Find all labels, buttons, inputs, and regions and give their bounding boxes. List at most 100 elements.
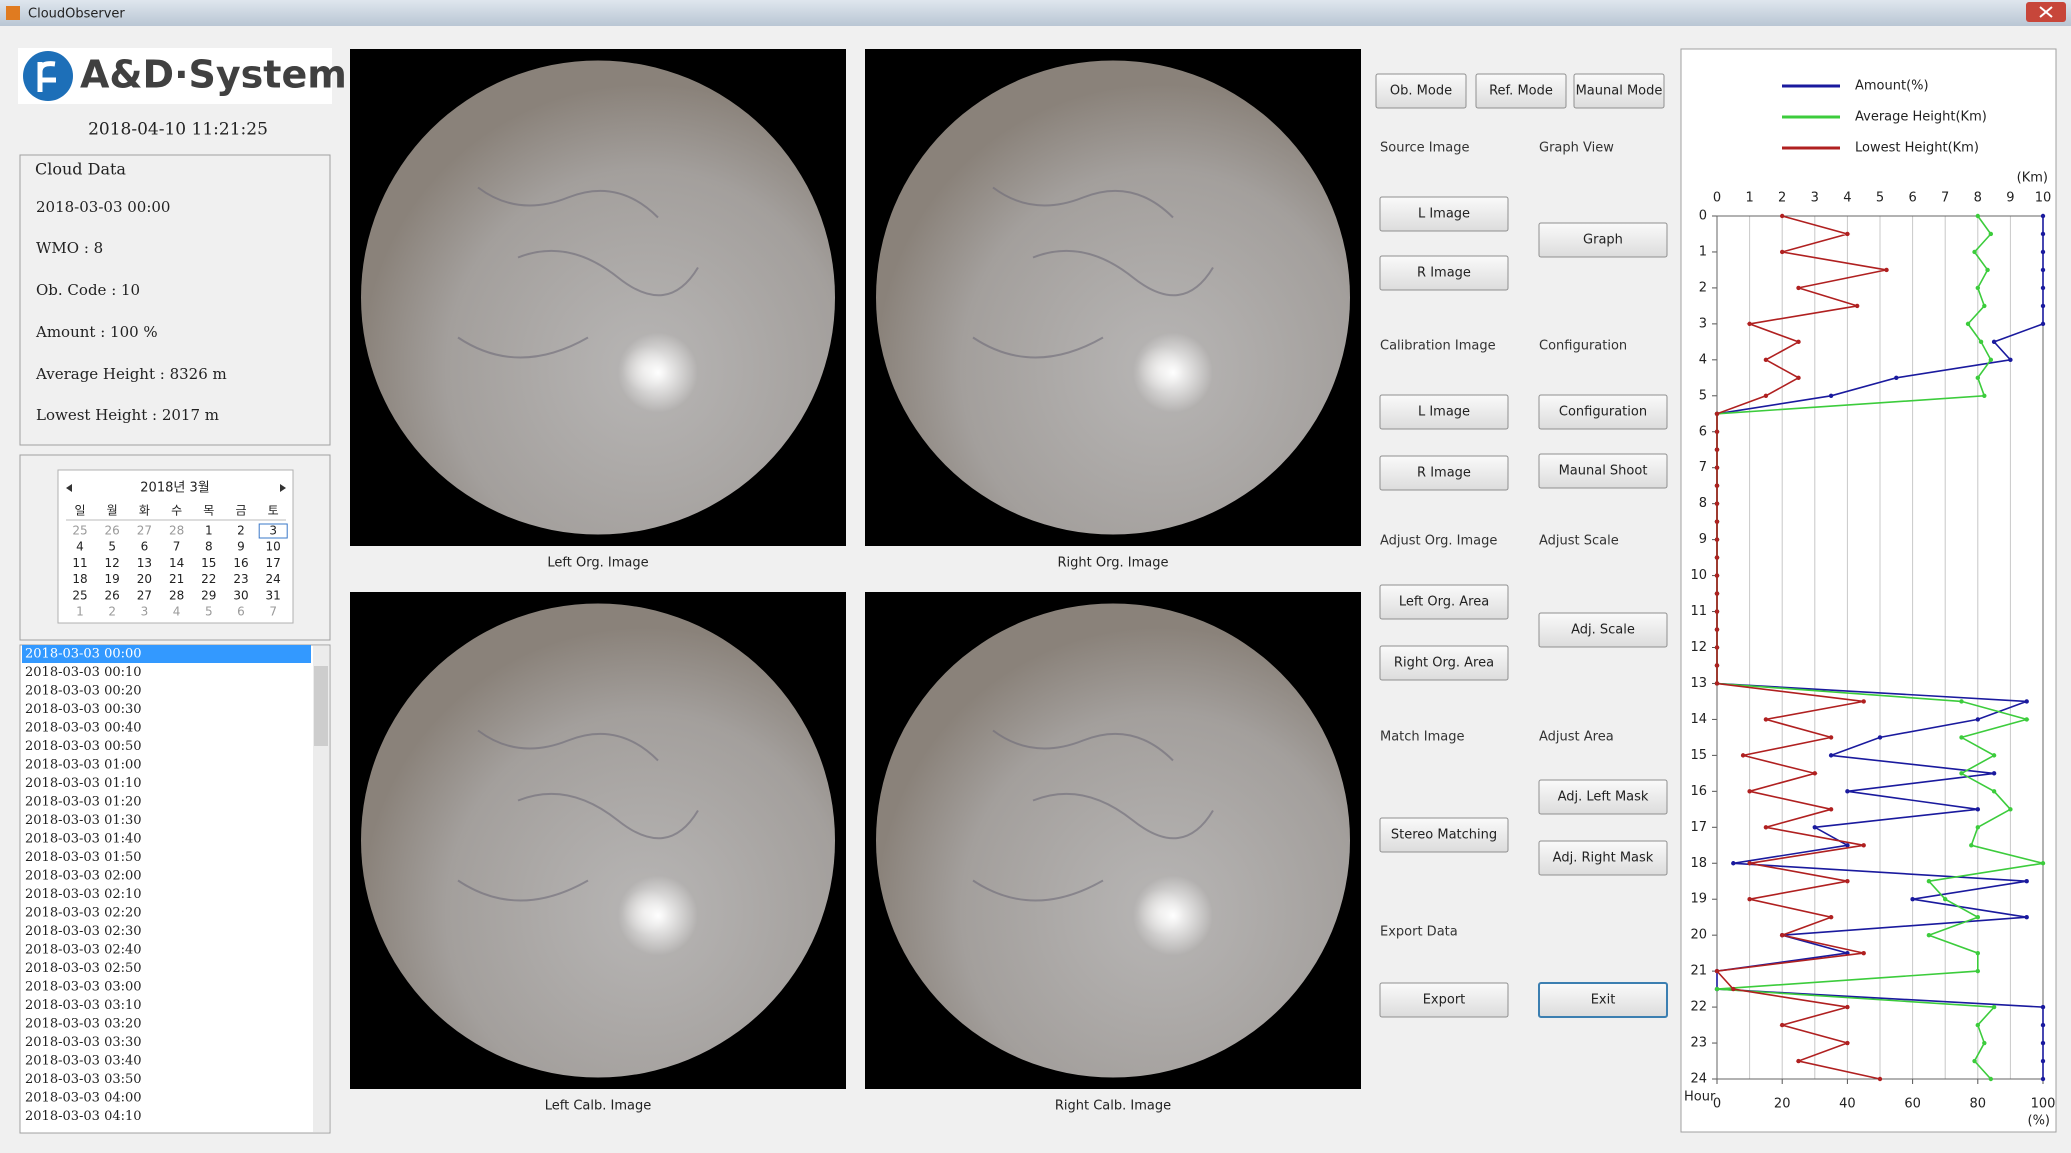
list-item[interactable]: 2018-03-03 02:10	[25, 887, 142, 902]
calendar-day[interactable]: 1	[76, 605, 84, 619]
series-point	[1991, 753, 1997, 758]
calendar-day[interactable]: 2	[237, 524, 245, 538]
button[interactable]	[1379, 196, 1509, 232]
calendar-day[interactable]: 1	[205, 524, 213, 538]
button[interactable]	[1475, 73, 1567, 109]
scrollbar[interactable]	[313, 646, 329, 1132]
calendar-day[interactable]: 12	[105, 556, 120, 570]
calendar-day[interactable]: 6	[141, 540, 149, 554]
calendar-day[interactable]: 19	[105, 572, 120, 586]
calendar-day[interactable]: 3	[269, 524, 277, 538]
list-item[interactable]: 2018-03-03 02:40	[25, 943, 142, 958]
calendar-day[interactable]: 5	[108, 540, 116, 554]
list-item[interactable]: 2018-03-03 01:30	[25, 813, 142, 828]
calendar-day[interactable]: 22	[201, 572, 216, 586]
list-item[interactable]: 2018-03-03 04:10	[25, 1109, 142, 1124]
calendar-day[interactable]: 11	[72, 556, 87, 570]
list-item[interactable]: 2018-03-03 03:10	[25, 998, 142, 1013]
list-item[interactable]: 2018-03-03 00:00	[25, 647, 142, 662]
list-item[interactable]: 2018-03-03 01:00	[25, 758, 142, 773]
calendar-day[interactable]: 25	[72, 524, 87, 538]
button-label: Configuration	[1559, 405, 1647, 420]
calendar-day[interactable]: 21	[169, 572, 184, 586]
list-item[interactable]: 2018-03-03 01:50	[25, 850, 142, 865]
series-point	[1740, 753, 1746, 758]
calendar-day[interactable]: 8	[205, 540, 213, 554]
calendar-day[interactable]: 26	[105, 588, 120, 602]
button[interactable]	[1538, 982, 1668, 1018]
calendar-day[interactable]: 7	[173, 540, 181, 554]
list-item[interactable]: 2018-03-03 03:50	[25, 1072, 142, 1087]
button[interactable]	[1538, 394, 1668, 430]
calendar-prev[interactable]	[66, 484, 72, 492]
button[interactable]	[1538, 612, 1668, 648]
button[interactable]	[1379, 255, 1509, 291]
calendar-day[interactable]: 24	[266, 572, 281, 586]
calendar-day[interactable]: 29	[201, 588, 216, 602]
button[interactable]	[1538, 840, 1668, 876]
calendar-day[interactable]: 27	[137, 524, 152, 538]
calendar-day[interactable]: 9	[237, 540, 245, 554]
list-item[interactable]: 2018-03-03 00:20	[25, 684, 142, 699]
button[interactable]	[1379, 455, 1509, 491]
button[interactable]	[1379, 645, 1509, 681]
calendar-day[interactable]: 4	[76, 540, 84, 554]
calendar-day[interactable]: 15	[201, 556, 216, 570]
button[interactable]	[1538, 779, 1668, 815]
calendar-day[interactable]: 28	[169, 588, 184, 602]
calendar-day[interactable]: 5	[205, 605, 213, 619]
list-item[interactable]: 2018-03-03 04:00	[25, 1091, 142, 1106]
list-item[interactable]: 2018-03-03 00:10	[25, 665, 142, 680]
calendar-day[interactable]: 7	[269, 605, 277, 619]
calendar-day[interactable]: 3	[141, 605, 149, 619]
calendar-day[interactable]: 4	[173, 605, 181, 619]
button[interactable]	[1375, 73, 1467, 109]
calendar-next[interactable]	[280, 484, 286, 492]
list-item[interactable]: 2018-03-03 00:30	[25, 702, 142, 717]
list-item[interactable]: 2018-03-03 03:00	[25, 980, 142, 995]
button[interactable]	[1379, 982, 1509, 1018]
calendar-day[interactable]: 26	[105, 524, 120, 538]
cloud-texture	[972, 729, 1214, 902]
list-item[interactable]: 2018-03-03 02:20	[25, 906, 142, 921]
calendar-day[interactable]: 31	[266, 588, 281, 602]
weekday-label: 월	[107, 504, 118, 518]
list-item[interactable]: 2018-03-03 01:10	[25, 776, 142, 791]
list-item[interactable]: 2018-03-03 01:20	[25, 795, 142, 810]
scroll-thumb[interactable]	[314, 666, 328, 746]
button[interactable]	[1573, 73, 1665, 109]
calendar-day[interactable]: 25	[72, 588, 87, 602]
button[interactable]	[1379, 584, 1509, 620]
list-item[interactable]: 2018-03-03 00:50	[25, 739, 142, 754]
list-item[interactable]: 2018-03-03 00:40	[25, 721, 142, 736]
button[interactable]	[1538, 222, 1668, 258]
button[interactable]	[1538, 453, 1668, 489]
list-item[interactable]: 2018-03-03 02:00	[25, 869, 142, 884]
list-item[interactable]: 2018-03-03 03:20	[25, 1017, 142, 1032]
calendar-day[interactable]: 17	[266, 556, 281, 570]
list-item[interactable]: 2018-03-03 02:50	[25, 961, 142, 976]
list-item[interactable]: 2018-03-03 01:40	[25, 832, 142, 847]
calendar-day[interactable]: 2	[108, 605, 116, 619]
list-item[interactable]: 2018-03-03 03:30	[25, 1035, 142, 1050]
calendar-day[interactable]: 23	[233, 572, 248, 586]
series-point	[1991, 789, 1997, 794]
series-point	[2040, 321, 2046, 327]
calendar-day[interactable]: 16	[233, 556, 248, 570]
list-item[interactable]: 2018-03-03 03:40	[25, 1054, 142, 1069]
calendar-day[interactable]: 6	[237, 605, 245, 619]
calendar-day[interactable]: 28	[169, 524, 184, 538]
x-tick-label: 4	[1843, 191, 1851, 206]
calendar-box	[19, 454, 331, 641]
calendar-day[interactable]: 14	[169, 556, 184, 570]
calendar-day[interactable]: 27	[137, 588, 152, 602]
calendar-day[interactable]: 13	[137, 556, 152, 570]
calendar-day[interactable]: 18	[72, 572, 87, 586]
cloud-data-line: Amount : 100 %	[35, 323, 158, 341]
button[interactable]	[1379, 817, 1509, 853]
list-item[interactable]: 2018-03-03 02:30	[25, 924, 142, 939]
calendar-day[interactable]: 10	[266, 540, 281, 554]
calendar-day[interactable]: 30	[233, 588, 248, 602]
calendar-day[interactable]: 20	[137, 572, 152, 586]
button[interactable]	[1379, 394, 1509, 430]
